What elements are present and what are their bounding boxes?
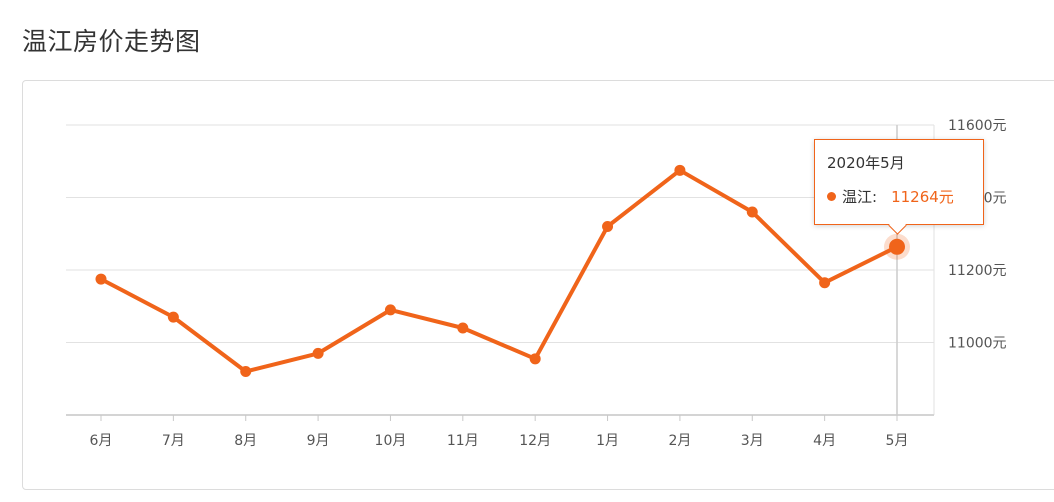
data-point <box>529 353 541 365</box>
data-point <box>602 221 614 232</box>
x-tick-label: 10月 <box>375 433 407 449</box>
x-tick-label: 7月 <box>162 433 185 449</box>
data-point <box>746 206 758 218</box>
y-tick-label: 11000元 <box>948 336 1007 352</box>
tooltip-value: 11264元 <box>891 188 954 206</box>
data-point <box>95 273 107 285</box>
data-point <box>167 311 179 323</box>
tooltip-date: 2020年5月 <box>827 154 905 172</box>
x-tick-label: 5月 <box>886 433 909 449</box>
data-points <box>95 164 910 377</box>
y-tick-label: 11600元 <box>948 118 1007 134</box>
grid-lines <box>66 124 935 415</box>
data-point <box>384 304 396 316</box>
tooltip-series-label: 温江: <box>842 188 878 206</box>
y-tick-label: 11200元 <box>948 263 1007 279</box>
x-tick-label: 4月 <box>813 433 836 449</box>
series-line-group <box>99 168 899 374</box>
data-point <box>457 322 469 334</box>
data-point <box>240 366 252 377</box>
data-point <box>819 277 831 289</box>
data-point <box>674 164 686 176</box>
data-point-highlighted <box>889 238 905 255</box>
x-axis-labels: 6月 7月 8月 9月 10月 11月 12月 1月 2月 3月 4月 5月 <box>90 433 909 449</box>
series-line <box>99 168 899 374</box>
x-tick-label: 8月 <box>234 433 257 449</box>
data-point <box>312 347 324 359</box>
x-tick-label: 6月 <box>90 433 113 449</box>
x-tick-label: 2月 <box>668 433 691 449</box>
x-tick-label: 1月 <box>596 433 619 449</box>
x-tick-label: 11月 <box>447 433 479 449</box>
tooltip: 2020年5月 温江: 11264元 <box>814 139 984 235</box>
x-tick-label: 12月 <box>519 433 551 449</box>
x-tick-label: 3月 <box>741 433 764 449</box>
page-title: 温江房价走势图 <box>22 27 201 56</box>
x-axis <box>66 414 934 421</box>
tooltip-series-row: 温江: 11264元 <box>827 186 971 208</box>
x-tick-label: 9月 <box>307 433 330 449</box>
series-dot-icon <box>827 192 836 201</box>
